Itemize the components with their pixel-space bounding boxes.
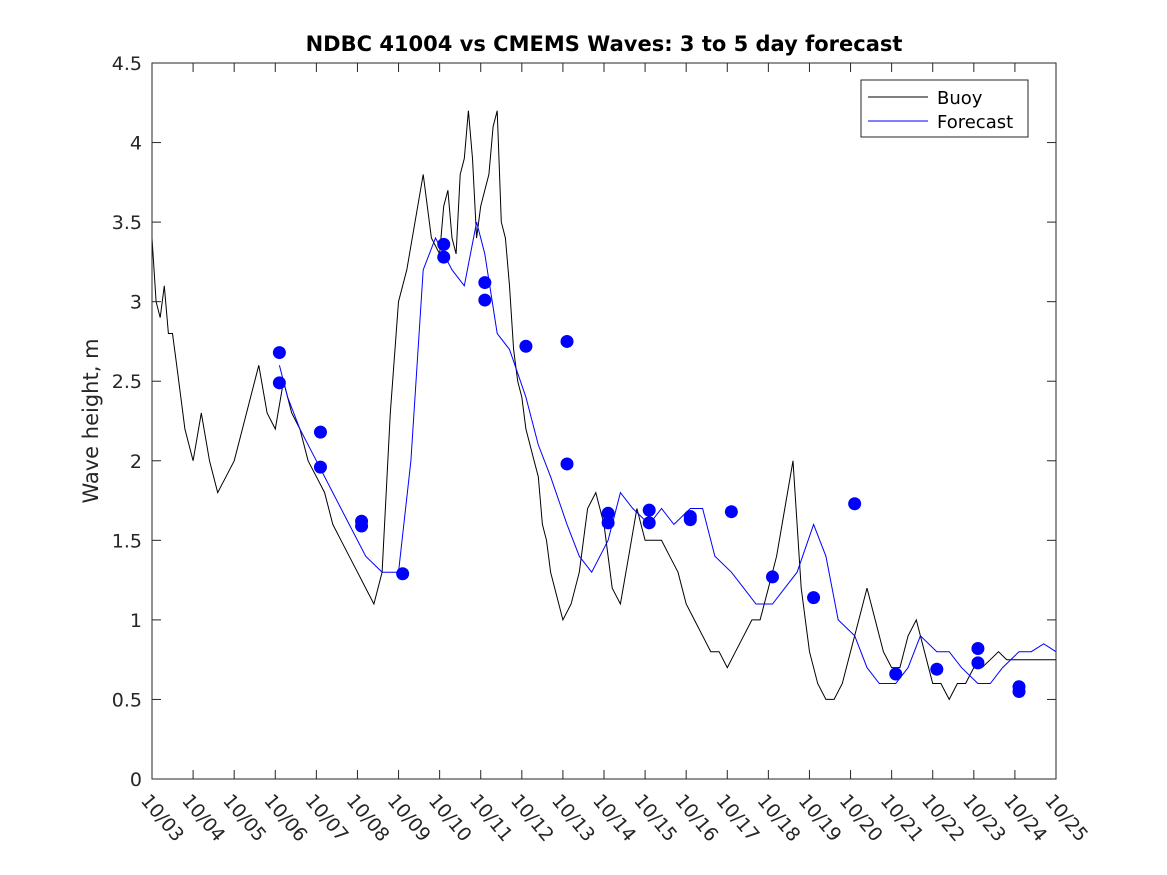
legend-label-forecast: Forecast bbox=[937, 112, 1013, 133]
series-line-buoy bbox=[151, 110, 1056, 701]
forecast-marker bbox=[642, 503, 656, 517]
forecast-markers bbox=[272, 237, 1026, 698]
forecast-marker bbox=[601, 516, 615, 530]
forecast-marker bbox=[971, 656, 985, 670]
chart-title: NDBC 41004 vs CMEMS Waves: 3 to 5 day fo… bbox=[306, 32, 903, 56]
forecast-marker bbox=[848, 497, 862, 511]
y-tick-label: 4.5 bbox=[112, 53, 142, 75]
forecast-marker bbox=[683, 513, 697, 527]
plot-area bbox=[152, 63, 1056, 779]
forecast-marker bbox=[765, 570, 779, 584]
y-tick-label: 0 bbox=[130, 769, 142, 791]
forecast-marker bbox=[560, 334, 574, 348]
legend-label-buoy: Buoy bbox=[937, 88, 983, 109]
legend-box bbox=[860, 79, 1029, 138]
forecast-marker bbox=[313, 460, 327, 474]
y-axis: 0 0.5 1 1.5 2 2.5 3 3.5 4 4.5 bbox=[112, 53, 1056, 791]
forecast-marker bbox=[313, 425, 327, 439]
forecast-marker bbox=[971, 642, 985, 656]
y-tick-label: 2 bbox=[130, 451, 142, 473]
forecast-marker bbox=[355, 519, 369, 533]
forecast-marker bbox=[437, 237, 451, 251]
forecast-marker bbox=[519, 339, 533, 353]
y-tick-label: 4 bbox=[130, 133, 142, 155]
forecast-marker bbox=[437, 250, 451, 264]
forecast-marker bbox=[272, 346, 286, 360]
legend: Buoy Forecast bbox=[860, 79, 1029, 138]
forecast-marker bbox=[396, 567, 410, 581]
y-tick-label: 3.5 bbox=[112, 212, 142, 234]
forecast-marker bbox=[478, 293, 492, 307]
forecast-marker bbox=[724, 505, 738, 519]
y-tick-label: 3 bbox=[130, 292, 142, 314]
y-tick-label: 2.5 bbox=[112, 371, 142, 393]
forecast-marker bbox=[930, 662, 944, 676]
forecast-marker bbox=[601, 506, 615, 520]
forecast-marker bbox=[478, 276, 492, 290]
forecast-marker bbox=[1012, 684, 1026, 698]
y-tick-label: 0.5 bbox=[112, 689, 142, 711]
forecast-marker bbox=[642, 516, 656, 530]
forecast-marker bbox=[807, 591, 821, 605]
forecast-marker bbox=[889, 667, 903, 681]
y-tick-label: 1 bbox=[130, 610, 142, 632]
series-line-forecast bbox=[278, 221, 1057, 684]
forecast-marker bbox=[272, 376, 286, 390]
y-axis-label: Wave height, m bbox=[79, 338, 103, 503]
series-layer bbox=[151, 110, 1057, 701]
y-tick-label: 1.5 bbox=[112, 530, 142, 552]
forecast-marker bbox=[560, 457, 574, 471]
